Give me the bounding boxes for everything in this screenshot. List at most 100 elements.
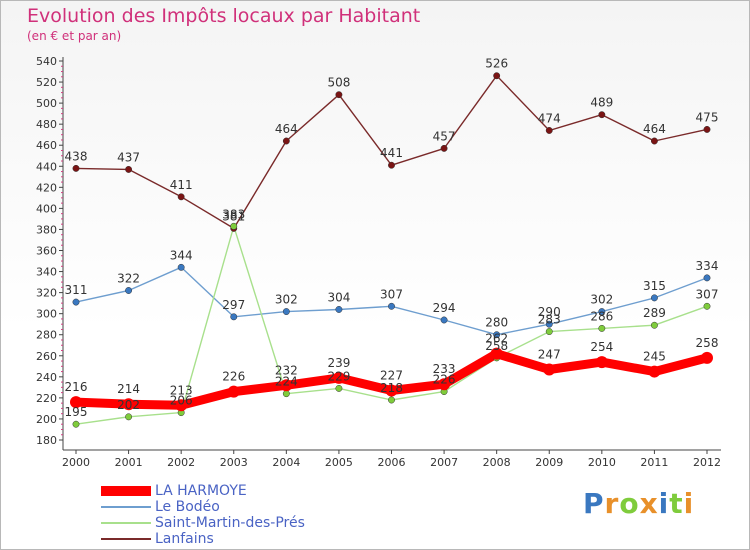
y-tick-label: 400: [36, 202, 57, 215]
data-point: [545, 328, 553, 336]
legend-item: Le Bodéo: [101, 499, 220, 515]
data-point: [703, 302, 711, 310]
data-point: [332, 371, 345, 384]
data-point: [280, 379, 293, 392]
y-tick-label: 440: [36, 160, 57, 173]
data-label: 322: [117, 272, 140, 286]
data-point: [227, 385, 240, 398]
legend-swatch: [101, 506, 151, 508]
data-label: 195: [65, 405, 88, 419]
data-point: [440, 144, 448, 152]
data-label: 411: [170, 178, 193, 192]
data-point: [125, 165, 133, 173]
data-label: 457: [433, 129, 456, 143]
data-label: 247: [538, 347, 561, 361]
logo-letter: t: [669, 487, 684, 520]
data-point: [650, 321, 658, 329]
data-label: 475: [696, 110, 719, 124]
y-tick-label: 320: [36, 287, 57, 300]
data-point: [230, 222, 238, 230]
legend-label: Saint-Martin-des-Prés: [155, 515, 305, 531]
data-label: 464: [275, 122, 298, 136]
data-point: [543, 363, 556, 376]
data-label: 233: [433, 362, 456, 376]
data-label: 304: [327, 290, 350, 304]
data-label: 227: [380, 369, 403, 383]
legend-label: LA HARMOYE: [155, 483, 247, 499]
y-tick-label: 500: [36, 97, 57, 110]
data-label: 289: [643, 306, 666, 320]
data-label: 239: [327, 356, 350, 370]
data-point: [125, 287, 133, 294]
logo-letter: r: [604, 487, 620, 520]
data-label: 216: [65, 380, 88, 394]
data-label: 226: [222, 370, 245, 384]
proxiti-logo: Proxiti: [583, 487, 694, 520]
data-point: [703, 125, 711, 133]
x-tick-label: 2007: [430, 456, 458, 469]
data-label: 489: [590, 96, 613, 110]
legend-item: LA HARMOYE: [101, 483, 247, 499]
data-point: [650, 137, 658, 145]
data-point: [72, 164, 80, 172]
data-label: 254: [590, 340, 613, 354]
x-tick-label: 2012: [693, 456, 721, 469]
data-label: 508: [327, 76, 350, 90]
data-label: 381: [222, 209, 245, 223]
logo-letter: x: [639, 487, 659, 520]
data-label: 307: [696, 287, 719, 301]
data-label: 437: [117, 150, 140, 164]
data-point: [650, 294, 658, 302]
y-tick-label: 300: [36, 308, 57, 321]
data-label: 383: [222, 207, 245, 221]
y-tick-label: 380: [36, 223, 57, 236]
data-point: [703, 274, 711, 282]
x-tick-label: 2001: [115, 456, 143, 469]
legend-item: Lanfains: [101, 531, 214, 547]
x-tick-label: 2000: [62, 456, 90, 469]
data-point: [177, 193, 185, 201]
data-point: [545, 127, 553, 134]
data-point: [490, 347, 503, 360]
data-label: 229: [327, 369, 350, 383]
y-tick-label: 460: [36, 139, 57, 152]
y-tick-label: 220: [36, 392, 57, 405]
x-tick-label: 2008: [483, 456, 511, 469]
data-point: [598, 308, 606, 316]
data-label: 218: [380, 381, 403, 395]
data-label: 438: [65, 149, 88, 163]
legend-item: Saint-Martin-des-Prés: [101, 515, 305, 531]
data-label: 302: [275, 293, 298, 307]
axes: 180 200 220 240 260 280 300 320 340 360 380 400 420 4…: [36, 55, 721, 469]
data-point: [701, 351, 713, 364]
data-label: 474: [538, 111, 561, 125]
data-point: [335, 384, 343, 392]
y-tick-label: 340: [36, 266, 57, 279]
data-point: [335, 306, 343, 313]
y-tick-label: 520: [36, 76, 57, 89]
data-label: 294: [433, 301, 456, 315]
data-point: [175, 399, 188, 412]
data-point: [493, 331, 501, 339]
data-point: [440, 316, 448, 324]
data-label: 311: [65, 283, 88, 297]
y-tick-label: 540: [36, 55, 57, 68]
y-tick-label: 480: [36, 118, 57, 131]
data-label: 245: [643, 350, 666, 364]
x-tick-label: 2005: [325, 456, 353, 469]
legend-swatch: [101, 538, 151, 540]
data-label: 280: [485, 316, 508, 330]
data-point: [230, 313, 238, 321]
x-tick-label: 2009: [535, 456, 563, 469]
x-tick-label: 2002: [167, 456, 195, 469]
logo-letter: i: [658, 487, 670, 520]
data-point: [70, 396, 82, 409]
data-label: 307: [380, 287, 403, 301]
data-point: [72, 298, 80, 306]
logo-letter: P: [583, 487, 605, 520]
data-label: 334: [696, 259, 719, 273]
data-point: [335, 91, 343, 99]
y-tick-label: 360: [36, 245, 57, 258]
